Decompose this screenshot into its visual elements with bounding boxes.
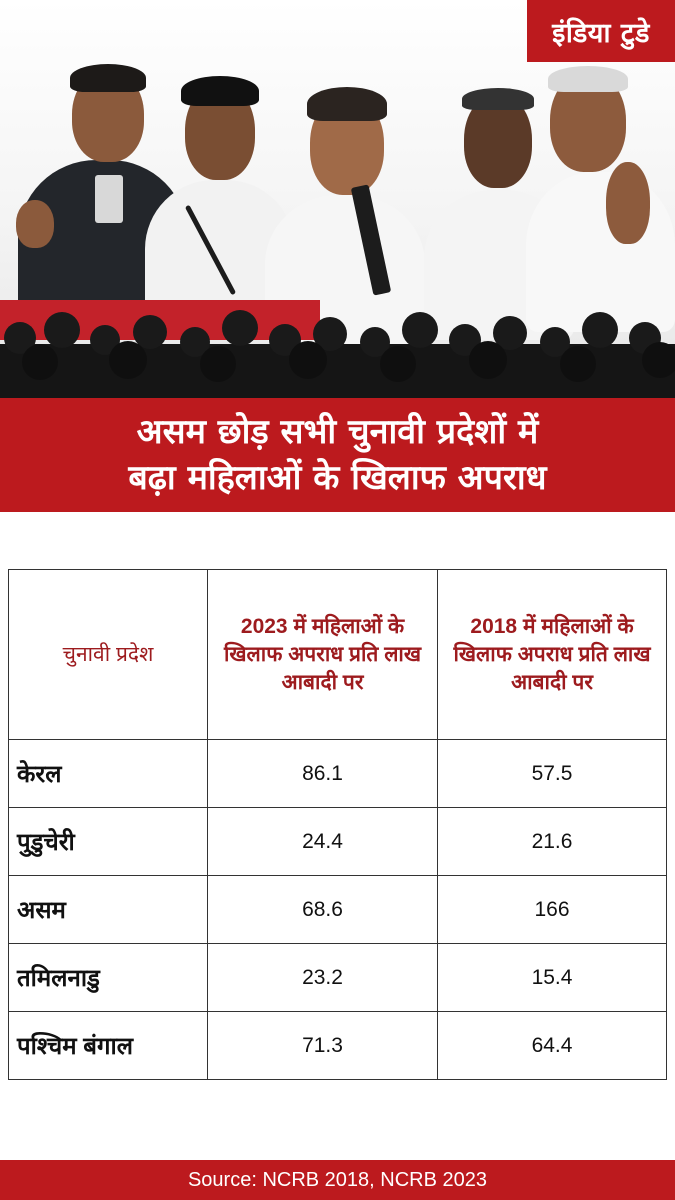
value-2018: 21.6 [437, 807, 667, 876]
value-2023: 86.1 [207, 739, 438, 808]
column-header-state: चुनावी प्रदेश [8, 569, 208, 740]
state-name: केरल [8, 739, 208, 808]
headline-line-1: असम छोड़ सभी चुनावी प्रदेशों में [136, 412, 539, 452]
microphone-icon [95, 175, 123, 223]
state-name: असम [8, 875, 208, 944]
value-2018: 64.4 [437, 1011, 667, 1080]
value-2023: 24.4 [207, 807, 438, 876]
value-2018: 15.4 [437, 943, 667, 1012]
audience-silhouettes [0, 310, 675, 398]
headline-line-2: बढ़ा महिलाओं के खिलाफ अपराध [128, 458, 547, 498]
hero-photo: इंडिया टुडे [0, 0, 675, 398]
value-2018: 166 [437, 875, 667, 944]
value-2023: 71.3 [207, 1011, 438, 1080]
value-2018: 57.5 [437, 739, 667, 808]
crime-rate-table: चुनावी प्रदेश 2023 में महिलाओं के खिलाफ … [8, 569, 667, 1080]
source-footer: Source: NCRB 2018, NCRB 2023 [0, 1160, 675, 1200]
table-row: पश्चिम बंगाल 71.3 64.4 [8, 1011, 667, 1080]
state-name: पुडुचेरी [8, 807, 208, 876]
value-2023: 68.6 [207, 875, 438, 944]
table-row: तमिलनाडु 23.2 15.4 [8, 943, 667, 1012]
column-header-2023: 2023 में महिलाओं के खिलाफ अपराध प्रति ला… [207, 569, 438, 740]
state-name: तमिलनाडु [8, 943, 208, 1012]
politician-figure-5 [520, 62, 675, 332]
table-header-row: चुनावी प्रदेश 2023 में महिलाओं के खिलाफ … [8, 569, 667, 740]
politician-figure-3 [255, 85, 435, 345]
headline-banner: असम छोड़ सभी चुनावी प्रदेशों में बढ़ा मह… [0, 398, 675, 512]
brand-logo: इंडिया टुडे [527, 0, 675, 62]
table-row: केरल 86.1 57.5 [8, 739, 667, 808]
table-row: असम 68.6 166 [8, 875, 667, 944]
value-2023: 23.2 [207, 943, 438, 1012]
state-name: पश्चिम बंगाल [8, 1011, 208, 1080]
table-row: पुडुचेरी 24.4 21.6 [8, 807, 667, 876]
column-header-2018: 2018 में महिलाओं के खिलाफ अपराध प्रति ला… [437, 569, 667, 740]
